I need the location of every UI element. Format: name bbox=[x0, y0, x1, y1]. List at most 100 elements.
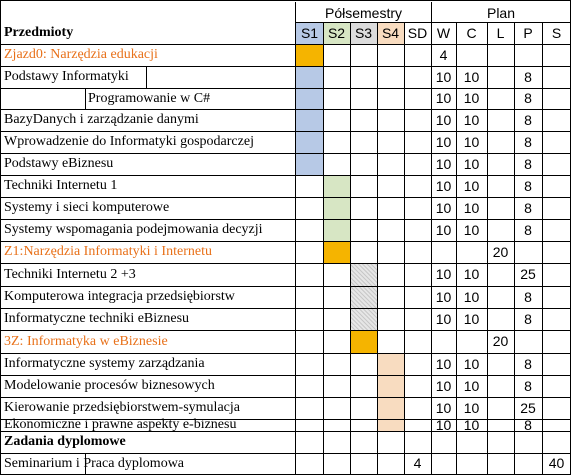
grid-line bbox=[1, 431, 571, 432]
plan-value-p: 8 bbox=[524, 134, 532, 150]
plan-value-p: 8 bbox=[524, 200, 532, 216]
plan-value-c: 10 bbox=[463, 134, 480, 150]
grid-line bbox=[1, 219, 571, 220]
grid-line bbox=[1, 397, 571, 398]
subject-name: Podstawy eBiznesu bbox=[4, 156, 114, 171]
subject-name: Z1:Narzędzia Informatyki i Internetu bbox=[4, 244, 212, 259]
plan-value-l: 20 bbox=[492, 244, 509, 260]
subject-name: Komputerowa integracja przedsiębiorstw bbox=[4, 289, 235, 304]
plan-value-p: 8 bbox=[524, 156, 532, 172]
plan-value-c: 10 bbox=[463, 69, 480, 85]
plan-value-p: 25 bbox=[520, 400, 536, 416]
grid-line bbox=[1, 353, 571, 354]
subject-name: Techniki Internetu 1 bbox=[4, 178, 118, 193]
plan-group-header: Plan bbox=[486, 5, 516, 21]
plan-header-c: C bbox=[466, 25, 477, 41]
plan-value-s: 40 bbox=[548, 455, 565, 471]
semester-header-s3: S3 bbox=[350, 22, 377, 44]
semester-header-s1: S1 bbox=[296, 22, 323, 44]
sd-value: 4 bbox=[413, 455, 422, 471]
grid-line bbox=[1, 375, 571, 376]
subject-name: Zadania dyplomowe bbox=[4, 434, 126, 449]
plan-value-p: 8 bbox=[524, 356, 532, 372]
semester-marker bbox=[377, 419, 404, 431]
plan-value-p: 25 bbox=[520, 266, 536, 282]
subject-name: Informatyczne techniki eBiznesu bbox=[4, 311, 190, 326]
semester-marker bbox=[296, 131, 323, 153]
grid-line bbox=[404, 22, 405, 475]
grid-line bbox=[377, 22, 378, 475]
plan-value-w: 10 bbox=[435, 178, 452, 194]
semester-marker bbox=[296, 109, 323, 131]
semester-marker bbox=[350, 286, 377, 308]
plan-value-p: 8 bbox=[524, 69, 532, 85]
plan-value-c: 10 bbox=[463, 417, 480, 433]
subject-name: Kierowanie przedsiębiorstwem-symulacja bbox=[4, 400, 240, 415]
plan-header-s: S bbox=[551, 25, 562, 41]
grid-line bbox=[85, 88, 86, 110]
plan-value-c: 10 bbox=[463, 311, 480, 327]
plan-value-w: 10 bbox=[435, 378, 452, 394]
plan-value-p: 8 bbox=[524, 90, 532, 106]
grid-line bbox=[1, 241, 571, 242]
grid-line bbox=[295, 2, 296, 475]
subject-name: 3Z: Informatyka w eBiznesie bbox=[4, 334, 168, 349]
semester-marker bbox=[377, 353, 404, 375]
subject-name: Ekonomiczne i prawne aspekty e-biznesu bbox=[4, 417, 237, 432]
subject-name: Modelowanie procesów biznesowych bbox=[4, 378, 215, 393]
plan-value-p: 8 bbox=[524, 289, 532, 305]
plan-value-c: 10 bbox=[463, 378, 480, 394]
plan-value-w: 10 bbox=[435, 311, 452, 327]
semester-marker bbox=[323, 175, 350, 197]
grid-line bbox=[146, 66, 147, 89]
subject-name: BazyDanych i zarządzanie danymi bbox=[4, 112, 199, 127]
grid-line bbox=[514, 22, 515, 475]
semester-marker bbox=[323, 241, 350, 263]
grid-line bbox=[296, 22, 571, 23]
grid-line bbox=[1, 308, 571, 309]
plan-value-c: 10 bbox=[463, 178, 480, 194]
semester-marker bbox=[323, 197, 350, 219]
plan-value-p: 8 bbox=[524, 112, 532, 128]
grid-line bbox=[1, 88, 571, 89]
subject-name: Programowanie w C# bbox=[88, 91, 211, 106]
semester-marker bbox=[350, 330, 377, 353]
grid-line bbox=[456, 22, 457, 475]
plan-value-w: 10 bbox=[435, 289, 452, 305]
plan-value-c: 10 bbox=[463, 222, 480, 238]
grid-line bbox=[1, 263, 571, 264]
plan-value-w: 10 bbox=[435, 112, 452, 128]
grid-line bbox=[431, 2, 432, 475]
grid-line bbox=[85, 453, 86, 475]
plan-value-p: 8 bbox=[524, 311, 532, 327]
semester-header-s2: S2 bbox=[323, 22, 350, 44]
plan-value-w: 10 bbox=[435, 266, 452, 282]
plan-header-p: P bbox=[523, 25, 533, 41]
plan-value-c: 10 bbox=[463, 400, 480, 416]
plan-value-w: 10 bbox=[435, 400, 452, 416]
plan-value-l: 20 bbox=[492, 333, 509, 349]
semester-header-s4: S4 bbox=[377, 22, 404, 44]
plan-value-w: 10 bbox=[435, 134, 452, 150]
subject-name: Seminarium i Praca dyplomowa bbox=[4, 456, 185, 471]
subject-name: Informatyczne systemy zarządzania bbox=[4, 356, 205, 371]
plan-value-c: 10 bbox=[463, 90, 480, 106]
grid-line bbox=[1, 175, 571, 176]
semester-header-sd: SD bbox=[407, 25, 428, 41]
grid-line bbox=[1, 197, 571, 198]
grid-line bbox=[1, 286, 571, 287]
grid-line bbox=[1, 66, 571, 67]
plan-value-p: 8 bbox=[524, 178, 532, 194]
grid-line bbox=[1, 419, 571, 420]
plan-value-c: 10 bbox=[463, 266, 480, 282]
plan-value-w: 10 bbox=[435, 417, 452, 433]
semester-marker bbox=[296, 44, 323, 66]
subjects-header: Przedmioty bbox=[4, 25, 74, 40]
semester-marker bbox=[296, 66, 323, 88]
semester-marker bbox=[350, 263, 377, 286]
plan-value-w: 10 bbox=[435, 200, 452, 216]
semester-marker bbox=[350, 308, 377, 330]
grid-line bbox=[1, 330, 571, 331]
plan-value-c: 10 bbox=[463, 156, 480, 172]
